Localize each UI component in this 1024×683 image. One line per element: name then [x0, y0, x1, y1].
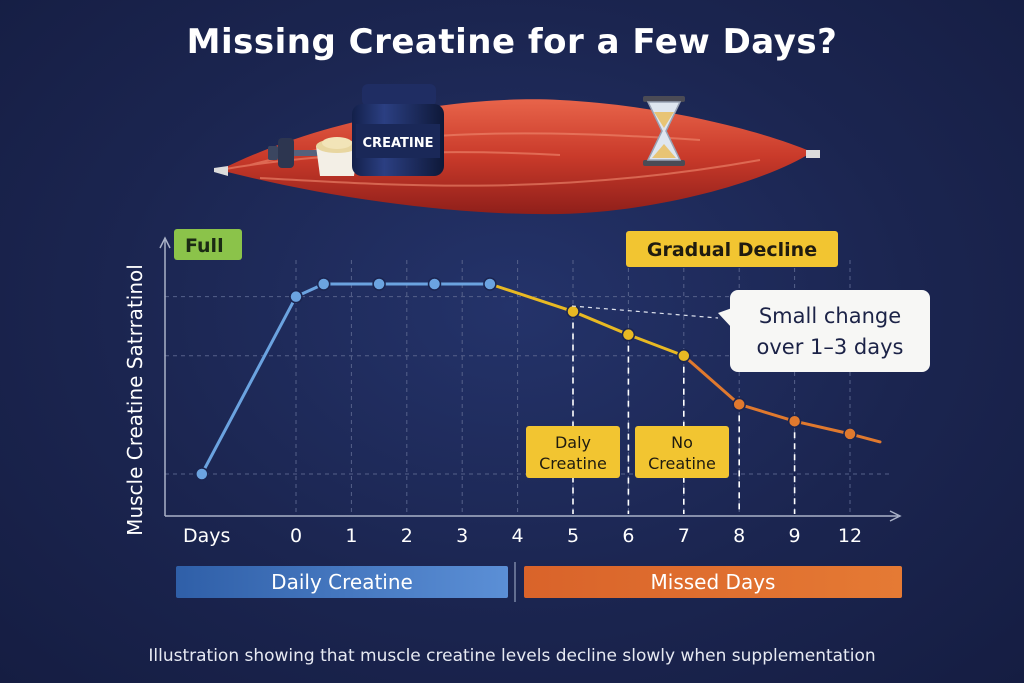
x-tick-label: 6	[622, 525, 634, 547]
no-label-line-2: Creatine	[648, 454, 716, 473]
data-point-daily	[427, 277, 442, 291]
full-label: Full	[174, 229, 242, 260]
jar-label: CREATINE	[363, 136, 434, 151]
data-point-missed	[677, 349, 691, 363]
powder-scoop-icon	[316, 137, 358, 176]
data-point-missed	[566, 304, 580, 319]
x-tick-label: 4	[512, 525, 524, 547]
legend-daily-bar	[176, 566, 508, 598]
creatine-jar-icon: CREATINE	[352, 84, 444, 176]
series-line-missed	[488, 282, 575, 313]
x-tick-label: 3	[456, 525, 468, 547]
legend: Daily Creatine Missed Days	[176, 562, 902, 602]
x-tick-label: 8	[733, 525, 745, 547]
series-line-missed	[571, 309, 630, 337]
daily-label-line-2: Creatine	[539, 454, 607, 473]
x-axis-label: Days	[183, 525, 230, 547]
data-point-missed	[732, 397, 746, 412]
series-line-missed	[793, 419, 852, 436]
data-point-daily	[483, 277, 497, 291]
page-title: Missing Creatine for a Few Days?	[186, 22, 838, 62]
callout-box	[730, 290, 930, 372]
daily-label-line-1: Daly	[555, 433, 591, 452]
decline-label-text: Gradual Decline	[647, 239, 817, 261]
data-point-missed	[787, 414, 802, 428]
series-line-missed	[737, 402, 797, 423]
x-tick-label: 12	[838, 525, 862, 547]
caption: Illustration showing that muscle creatin…	[148, 646, 876, 666]
muscle-icon	[214, 99, 820, 215]
callout: Small change over 1–3 days	[571, 290, 930, 372]
x-tick-label: 7	[678, 525, 690, 547]
x-tick-label: 5	[567, 525, 579, 547]
series-line-daily	[200, 282, 490, 475]
data-point-daily	[289, 289, 303, 304]
legend-missed-label: Missed Days	[651, 570, 776, 594]
decline-label: Gradual Decline	[626, 231, 838, 267]
daily-creatine-label: Daly Creatine	[526, 426, 620, 478]
callout-leader	[571, 305, 719, 319]
x-tick-label: 2	[401, 525, 413, 547]
legend-daily-label: Daily Creatine	[271, 570, 413, 594]
callout-line-1: Small change	[759, 304, 901, 328]
dumbbell-icon	[268, 138, 320, 168]
no-creatine-label: No Creatine	[635, 426, 729, 478]
full-label-text: Full	[185, 235, 224, 257]
x-tick-label: 1	[345, 525, 357, 547]
axes	[159, 236, 902, 522]
y-axis-label: Muscle Creatine Satrratinol	[123, 264, 147, 536]
data-point-daily	[195, 467, 209, 481]
data-point-missed	[621, 327, 636, 342]
series-line-missed	[682, 354, 741, 406]
data-point-missed	[843, 427, 857, 441]
series	[195, 277, 882, 481]
x-tick-labels: 0 1 2 3 4 5 6 7 8 9 12	[290, 525, 862, 547]
x-axis-arrow	[889, 510, 902, 522]
series-line-missed	[626, 333, 686, 358]
legend-missed-bar	[524, 566, 902, 598]
data-point-daily	[316, 277, 331, 291]
no-label-line-1: No	[671, 433, 693, 452]
hourglass-icon	[643, 96, 685, 166]
y-axis-arrow	[159, 236, 171, 249]
callout-line-2: over 1–3 days	[757, 335, 904, 359]
x-tick-label: 9	[789, 525, 801, 547]
x-tick-label: 0	[290, 525, 302, 547]
data-point-daily	[372, 277, 386, 291]
